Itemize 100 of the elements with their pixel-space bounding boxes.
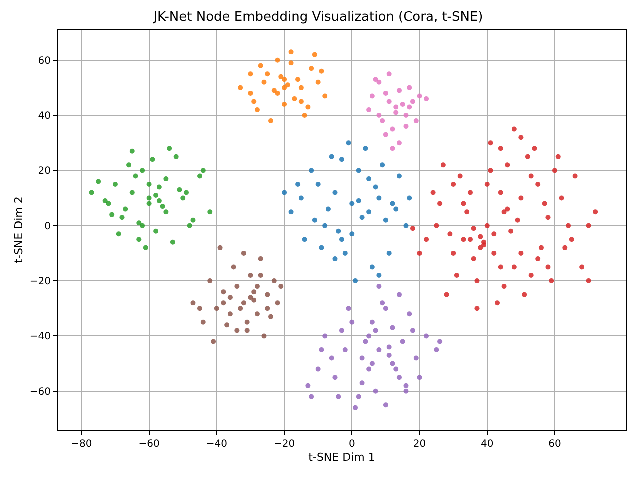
point [252, 99, 257, 104]
point [208, 278, 213, 284]
point [200, 168, 206, 174]
y-tick-label: −40 [30, 332, 51, 343]
point [234, 284, 240, 290]
point [396, 292, 402, 298]
point [133, 174, 138, 179]
point [190, 300, 196, 306]
point [265, 306, 270, 312]
point [282, 85, 288, 90]
point [298, 85, 304, 90]
point [407, 85, 412, 90]
point [298, 99, 304, 104]
point [198, 306, 202, 312]
point [380, 118, 386, 124]
point [424, 334, 430, 339]
point [366, 334, 372, 339]
point [386, 344, 392, 350]
point [400, 339, 406, 344]
point [390, 126, 396, 132]
point [396, 88, 402, 94]
point [126, 162, 132, 168]
point [272, 278, 277, 284]
point [319, 68, 324, 74]
point [376, 196, 382, 201]
point [336, 394, 342, 400]
point [136, 220, 142, 226]
point [383, 90, 388, 96]
point [373, 184, 378, 190]
point [383, 218, 388, 223]
point [248, 273, 254, 278]
point [407, 104, 412, 110]
point [350, 320, 355, 325]
point [140, 168, 146, 174]
point [383, 132, 388, 138]
point [272, 88, 277, 94]
point [146, 201, 152, 206]
point [143, 245, 148, 250]
point [288, 210, 294, 215]
point [116, 232, 122, 237]
point [417, 94, 422, 99]
point [366, 176, 372, 182]
point [238, 306, 244, 312]
point [106, 201, 112, 206]
point [353, 278, 358, 284]
point [396, 375, 402, 380]
point [275, 300, 280, 306]
point [390, 201, 396, 206]
point [241, 300, 246, 306]
y-tick-label: −60 [30, 386, 51, 398]
point [241, 250, 246, 256]
point [154, 228, 159, 234]
point [322, 334, 328, 339]
point [154, 193, 159, 198]
point [309, 394, 314, 400]
point [360, 380, 365, 386]
point [180, 196, 186, 201]
point [265, 292, 270, 298]
point [282, 77, 288, 82]
point [258, 273, 264, 278]
point [342, 348, 348, 352]
x-tick-label: 20 [413, 439, 426, 450]
point [329, 154, 334, 160]
point [208, 210, 213, 215]
point [319, 348, 324, 352]
point [376, 80, 382, 85]
point [228, 312, 233, 317]
point [370, 94, 375, 99]
point [390, 361, 396, 366]
point [410, 328, 416, 334]
point [404, 388, 409, 394]
x-tick-label: −20 [274, 439, 296, 450]
point [123, 206, 128, 212]
point [340, 157, 344, 162]
point [407, 312, 412, 317]
point [414, 356, 419, 361]
point [221, 300, 226, 306]
point [265, 72, 270, 77]
point [404, 113, 409, 118]
point [396, 140, 402, 146]
point [296, 182, 301, 187]
point [228, 295, 233, 300]
point [332, 256, 338, 262]
point [120, 215, 125, 220]
point [356, 168, 362, 174]
point [262, 80, 267, 85]
point [248, 295, 254, 300]
point [150, 157, 156, 162]
point [309, 66, 314, 72]
point [218, 245, 223, 250]
point [407, 196, 412, 201]
point [214, 306, 220, 312]
point [366, 108, 372, 112]
point [309, 168, 314, 174]
point [322, 94, 328, 99]
point [160, 204, 166, 210]
point [96, 179, 102, 184]
point [110, 212, 115, 218]
point [278, 74, 284, 80]
point [221, 290, 226, 295]
